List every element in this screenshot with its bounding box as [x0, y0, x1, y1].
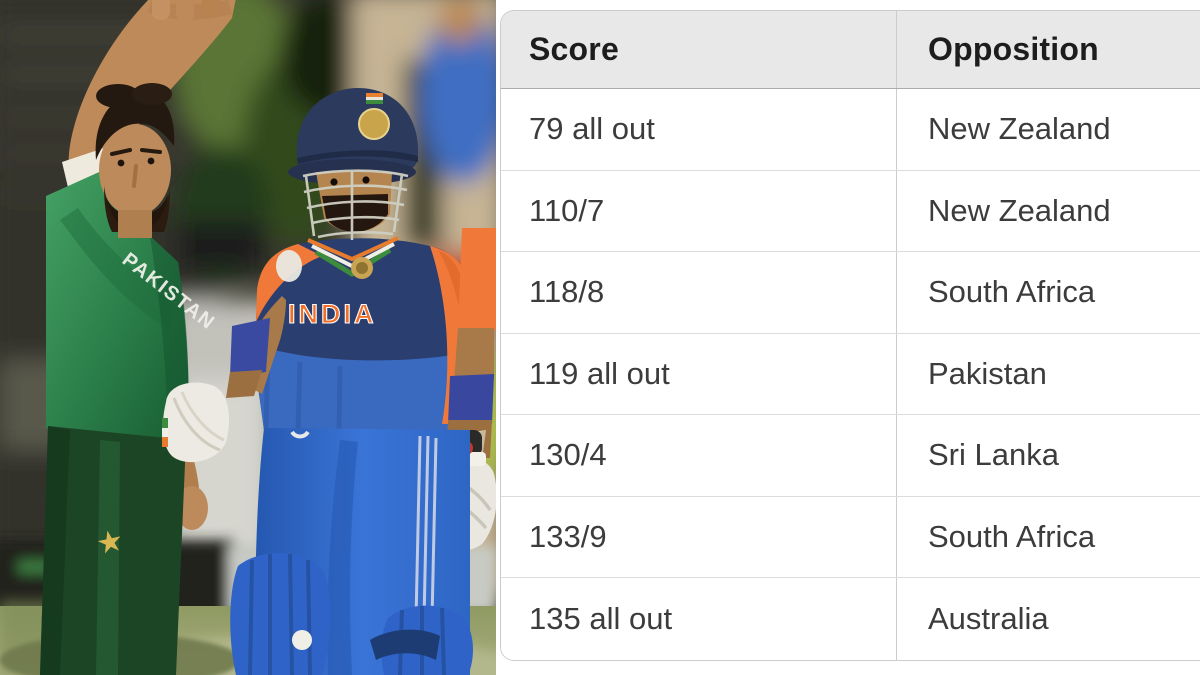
opposition-cell: Pakistan	[896, 333, 1200, 414]
table-row: 118/8 South Africa	[501, 252, 1200, 334]
table-row: 135 all out Australia	[501, 578, 1200, 660]
opposition-cell: South Africa	[896, 496, 1200, 577]
opposition-cell: New Zealand	[896, 170, 1200, 251]
table-row: 79 all out New Zealand	[501, 89, 1200, 171]
cricket-photo: PAKISTAN ★	[0, 0, 496, 675]
column-header-opposition: Opposition	[896, 11, 1200, 88]
pakistan-star-logo: ★	[93, 524, 126, 562]
score-cell: 135 all out	[529, 600, 673, 636]
score-cell: 110/7	[529, 192, 605, 228]
table-row: 130/4 Sri Lanka	[501, 415, 1200, 497]
india-player: INDIA	[162, 88, 496, 675]
opposition-cell: Australia	[896, 578, 1200, 660]
opposition-cell: South Africa	[896, 252, 1200, 333]
opposition-cell: New Zealand	[896, 89, 1200, 170]
cricket-photo-art: PAKISTAN ★	[0, 0, 496, 675]
score-cell: 130/4	[529, 437, 607, 473]
opposition-cell: Sri Lanka	[896, 415, 1200, 496]
score-cell: 79 all out	[529, 111, 655, 147]
table-row: 119 all out Pakistan	[501, 333, 1200, 415]
batting-pads	[230, 552, 473, 675]
table-row: 133/9 South Africa	[501, 496, 1200, 578]
scores-table: Score Opposition 79 all out New Zealand 11…	[500, 10, 1200, 661]
score-cell: 133/9	[529, 518, 607, 554]
table-row: 110/7 New Zealand	[501, 170, 1200, 252]
india-jersey-text: INDIA	[288, 299, 377, 329]
score-cell: 119 all out	[529, 355, 670, 391]
pakistan-player: PAKISTAN ★	[0, 0, 240, 675]
scores-table-panel: Score Opposition 79 all out New Zealand 11…	[496, 0, 1200, 675]
column-header-score: Score	[529, 31, 619, 67]
table-header-row: Score Opposition	[501, 11, 1200, 89]
batting-glove-left	[162, 382, 230, 463]
score-cell: 118/8	[529, 274, 605, 310]
table-body: 79 all out New Zealand 110/7 New Zealand 118…	[501, 89, 1200, 660]
